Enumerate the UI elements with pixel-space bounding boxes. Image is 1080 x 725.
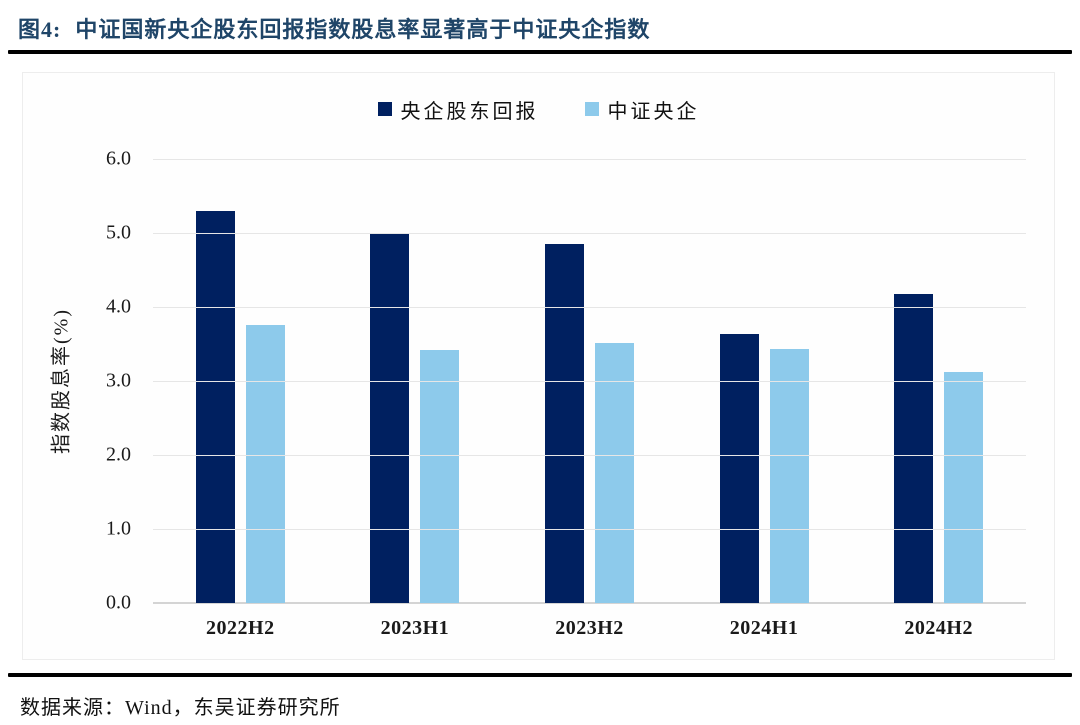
y-tick-label-1.0: 1.0: [106, 517, 131, 540]
gridline-y-2.0: [153, 454, 1026, 456]
y-tick-label-0.0: 0.0: [106, 591, 131, 614]
bar-中证央企-2023H2: [594, 343, 634, 603]
gridline-y-4.0: [153, 306, 1026, 308]
gridline-y-3.0: [153, 381, 1026, 382]
bar-央企股东回报-2024H2: [894, 294, 934, 603]
legend-swatch-light-blue: [584, 102, 599, 116]
bar-央企股东回报-2024H1: [719, 334, 759, 603]
bar-group-2023H1: [328, 159, 503, 603]
footer-divider-line: [8, 673, 1072, 677]
bar-央企股东回报-2022H2: [195, 210, 235, 603]
plot-area: 6.0 5.0 4.0 3.0 2.0 1.0 0.0: [106, 148, 1026, 614]
bar-groups: [153, 159, 1026, 603]
x-axis-label-2022H2: 2022H2: [206, 617, 275, 639]
x-axis-labels: 2022H2 2023H1 2023H2 2024H1 2024H2: [153, 617, 1026, 640]
y-tick-label-3.0: 3.0: [106, 369, 131, 392]
figure-title-text: 中证国新央企股东回报指数股息率显著高于中证央企指数: [75, 17, 651, 42]
chart-legend: 央企股东回报 中证央企: [23, 95, 1054, 124]
y-tick-label-2.0: 2.0: [106, 443, 131, 466]
figure-title-row: 图4: 中证国新央企股东回报指数股息率显著高于中证央企指数: [0, 0, 1080, 50]
x-axis-label-2024H1: 2024H1: [729, 617, 799, 639]
x-axis-label-2023H2: 2023H2: [555, 617, 624, 639]
title-divider-line: [8, 50, 1072, 54]
y-tick-label-4.0: 4.0: [106, 295, 131, 318]
bar-group-2023H2: [502, 159, 677, 603]
bar-中证央企-2024H1: [769, 349, 809, 603]
chart-body: 指数股息率(%) 6.0 5.0 4.0 3.0 2.0 1.0 0.0: [23, 148, 1054, 614]
x-axis-line: [153, 602, 1026, 604]
bar-中证央企-2023H1: [420, 349, 460, 603]
bar-group-2022H2: [153, 159, 328, 603]
bar-中证央企-2024H2: [944, 372, 984, 603]
legend-label-series-1: 央企股东回报: [400, 100, 539, 123]
gridline-y-1.0: [153, 529, 1026, 530]
y-tick-label-6.0: 6.0: [106, 147, 131, 170]
legend-swatch-navy: [377, 102, 392, 116]
figure-number-label: 图4:: [18, 17, 62, 42]
data-source-text: 数据来源：Wind，东吴证券研究所: [20, 697, 341, 719]
bar-中证央企-2022H2: [245, 324, 285, 603]
x-axis-label-2023H1: 2023H1: [380, 617, 450, 639]
footer-row: 数据来源：Wind，东吴证券研究所: [0, 677, 1080, 720]
bar-央企股东回报-2023H1: [370, 233, 410, 603]
y-tick-label-5.0: 5.0: [106, 221, 131, 244]
legend-item-series-1: 央企股东回报: [377, 95, 539, 124]
chart-panel: 央企股东回报 中证央企 指数股息率(%) 6.0 5.0 4.0 3.0 2.0 1.0 0…: [22, 72, 1055, 660]
x-axis-label-2024H2: 2024H2: [904, 617, 973, 639]
gridline-y-6.0: [153, 159, 1026, 160]
legend-label-series-2: 中证央企: [607, 100, 700, 123]
legend-item-series-2: 中证央企: [584, 95, 700, 124]
bar-央企股东回报-2023H2: [544, 244, 584, 603]
figure-title: 图4: 中证国新央企股东回报指数股息率显著高于中证央企指数: [18, 12, 1060, 44]
gridline-y-5.0: [153, 232, 1026, 234]
bar-group-2024H2: [851, 159, 1026, 603]
y-axis-title: 指数股息率(%): [50, 308, 73, 454]
bar-group-2024H1: [677, 159, 852, 603]
